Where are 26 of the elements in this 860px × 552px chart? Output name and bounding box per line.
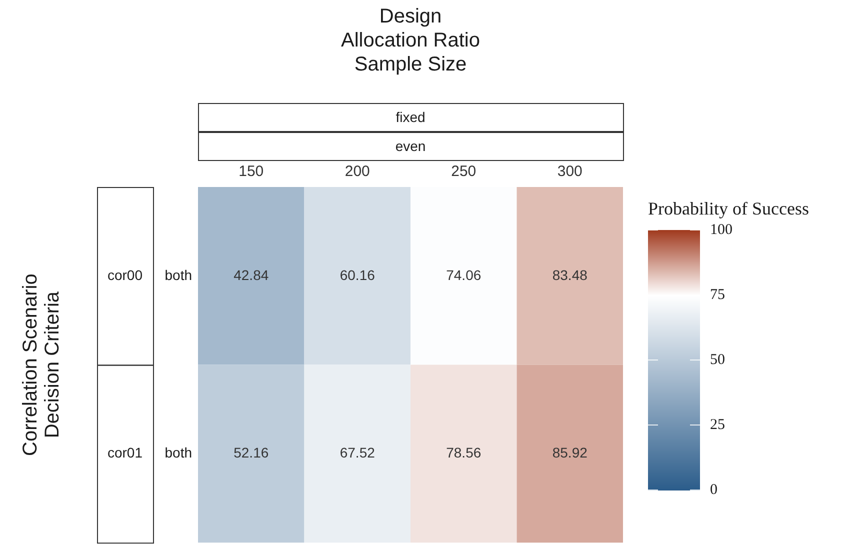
data-label: 74.06 [446, 266, 482, 283]
y-tick-label: cor01 [107, 444, 143, 461]
x-tick-label: 200 [344, 163, 370, 180]
data-label: 67.52 [340, 444, 376, 461]
color-bar-label: 100 [710, 222, 732, 238]
y-axis-title: Correlation Scenario Decision Criteria [20, 274, 64, 456]
x-tick-label: 150 [238, 163, 264, 180]
data-label: 83.48 [552, 266, 588, 283]
data-label: 60.16 [340, 266, 376, 283]
data-label: 42.84 [234, 266, 269, 283]
x-tick-label: 300 [557, 163, 582, 180]
color-bar-label: 0 [710, 482, 718, 498]
y2-tick-label: both [164, 266, 192, 283]
color-bar-label: 75 [710, 286, 725, 303]
data-label: 85.92 [552, 444, 588, 461]
x-axis-title: Design Allocation Ratio Sample Size [341, 6, 480, 76]
text: even [395, 138, 426, 154]
x-tick-label: 250 [451, 163, 476, 180]
color-bar-title: Probability of Success [648, 198, 809, 219]
y-tick-label: cor00 [107, 266, 143, 283]
data-label: 78.56 [446, 444, 482, 461]
color-bar-label: 25 [710, 416, 725, 433]
color-bar-label: 50 [710, 352, 725, 368]
text: fixed [396, 108, 426, 125]
data-label: 52.16 [234, 444, 269, 461]
y2-tick-label: both [164, 444, 192, 461]
